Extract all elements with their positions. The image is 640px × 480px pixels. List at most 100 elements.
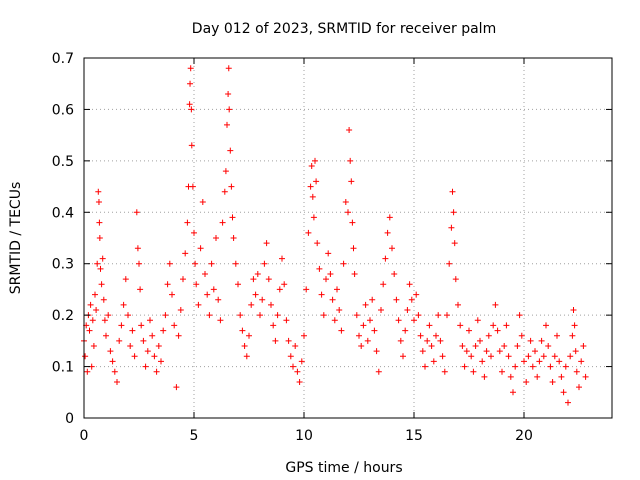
data-point <box>98 281 105 288</box>
data-point <box>426 322 433 329</box>
data-point <box>213 235 219 241</box>
chart-title: Day 012 of 2023, SRMTID for receiver pal… <box>192 21 496 37</box>
data-point <box>474 317 481 324</box>
x-tick-label: 5 <box>190 428 199 444</box>
y-tick-label: 0.6 <box>52 102 74 118</box>
data-point <box>492 301 499 308</box>
data-point <box>127 343 134 349</box>
data-point <box>485 332 492 339</box>
data-point <box>268 301 274 308</box>
data-point <box>114 379 120 385</box>
data-point <box>573 368 580 375</box>
data-point <box>228 183 235 190</box>
data-point <box>325 250 332 257</box>
data-point <box>450 209 457 216</box>
data-point <box>347 157 354 164</box>
data-point <box>153 368 160 375</box>
data-point <box>525 353 532 360</box>
data-point <box>314 240 321 247</box>
data-point <box>189 183 196 190</box>
data-point <box>195 301 202 308</box>
data-point <box>494 327 501 334</box>
data-point <box>210 286 217 293</box>
data-point <box>424 337 431 344</box>
data-point <box>137 286 144 293</box>
x-tick-label: 20 <box>515 428 533 444</box>
data-point <box>449 188 456 195</box>
data-point <box>166 260 173 267</box>
data-point <box>340 260 347 267</box>
data-point <box>565 399 571 406</box>
y-tick-label: 0.3 <box>52 257 74 273</box>
data-point <box>151 353 158 360</box>
data-point <box>186 101 193 108</box>
data-point <box>120 301 127 308</box>
data-point <box>356 332 362 339</box>
plot-frame <box>83 57 613 419</box>
y-tick-label: 0.1 <box>52 360 74 376</box>
data-point <box>463 348 470 355</box>
data-point <box>243 353 250 360</box>
data-point <box>529 363 536 370</box>
data-point <box>437 337 444 344</box>
data-point <box>523 379 530 385</box>
data-point <box>142 363 149 370</box>
data-point <box>316 265 323 272</box>
data-point <box>281 281 288 288</box>
data-point <box>202 271 208 277</box>
data-point <box>199 199 206 205</box>
data-point <box>136 260 142 267</box>
data-point <box>224 121 230 128</box>
data-point <box>155 343 162 349</box>
tick-layer: 0 0.1 0.2 0.3 0.4 0.5 0.6 0.7 0 5 10 15 20 <box>52 51 612 444</box>
data-point <box>444 312 450 319</box>
data-point <box>338 327 345 334</box>
data-point <box>419 348 426 355</box>
data-point <box>254 271 261 277</box>
data-point <box>188 142 195 149</box>
data-point <box>187 65 194 72</box>
data-point <box>490 322 497 329</box>
data-point <box>217 317 224 324</box>
data-point <box>451 240 458 247</box>
data-point <box>543 322 549 329</box>
data-point <box>397 337 404 344</box>
data-point <box>551 353 558 360</box>
data-point <box>327 271 334 277</box>
data-point <box>477 337 483 344</box>
data-point <box>111 368 118 375</box>
data-point <box>384 229 391 236</box>
data-point <box>501 343 508 349</box>
y-tick-label: 0 <box>65 411 74 427</box>
data-point <box>578 358 585 365</box>
data-point <box>276 286 283 293</box>
data-point <box>187 80 194 87</box>
data-point <box>308 163 315 169</box>
data-point <box>107 348 114 355</box>
data-point <box>496 348 503 355</box>
data-point <box>342 199 349 205</box>
data-point <box>103 332 109 339</box>
data-point <box>457 322 464 329</box>
data-point <box>395 317 402 324</box>
data-point <box>572 348 579 355</box>
data-point <box>279 255 285 262</box>
data-point <box>313 178 320 185</box>
data-point <box>346 127 353 133</box>
data-point <box>468 353 475 360</box>
data-point <box>197 245 204 252</box>
data-point <box>400 353 406 360</box>
data-point <box>488 353 494 360</box>
data-point <box>285 337 292 344</box>
data-point <box>241 343 248 349</box>
data-point <box>116 337 123 344</box>
data-point <box>99 255 106 262</box>
data-point <box>92 291 98 298</box>
data-point <box>221 188 228 195</box>
data-point <box>310 214 317 221</box>
data-point <box>582 373 589 380</box>
data-point <box>483 348 490 355</box>
data-point <box>118 322 125 329</box>
data-point <box>105 312 112 319</box>
data-point <box>428 343 435 349</box>
